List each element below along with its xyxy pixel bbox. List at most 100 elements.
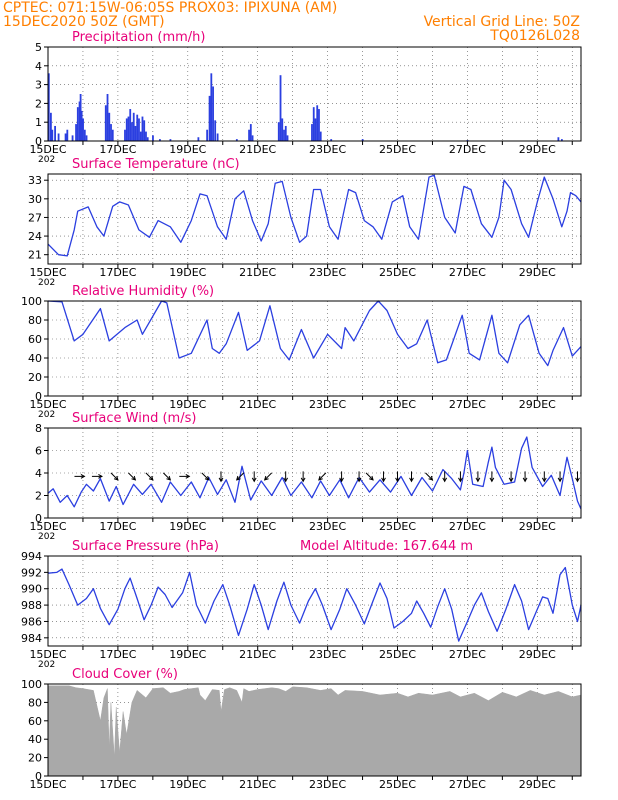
surface-wind-x-tick-label: 25DEC [379,520,416,533]
surface-wind-x-tick-label: 27DEC [449,520,486,533]
relative-humidity-x-tick-label: 29DEC [519,398,556,411]
surface-temperature-line [47,174,582,257]
precipitation-x-tick-label: 25DEC [379,143,416,156]
surface-temperature-x-tick-label: 23DEC [309,266,346,279]
relative-humidity-x-tick-label: 19DEC [169,398,206,411]
precip-bar [83,129,86,141]
precipitation-y-tick-label: 3 [35,79,42,92]
cloud-cover-x-tick-label: 19DEC [169,778,206,791]
precip-bar [361,139,364,141]
precip-bar [110,124,112,141]
surface-pressure-x-tick-label: 19DEC [169,648,206,661]
surface-wind-year-label: 202 [38,532,55,542]
surface-wind-y-tick-label: 4 [35,467,42,480]
surface-pressure-plot-area [48,556,581,646]
precipitation-x-tick-label: 17DEC [99,143,136,156]
precip-bar [318,109,320,141]
precip-bar [284,125,287,141]
cloud-cover-x-tick-label: 23DEC [309,778,346,791]
precip-bar [132,112,135,141]
surface-temperature-y-tick-label: 30 [28,193,42,206]
surface-temperature-y-tick-label: 21 [28,249,42,262]
precip-bar [136,114,139,141]
relative-humidity-x-tick-label: 15DEC [29,398,66,411]
chart-header: CPTEC: 071:15W-06:05S PROX03: IPIXUNA (A… [0,0,618,46]
surface-wind-x-tick-label: 21DEC [239,520,276,533]
precip-bar [311,124,313,141]
wind-arrow-head [369,475,374,481]
precip-bar [277,122,280,141]
wind-arrow-head [235,475,241,481]
surface-pressure-year-label: 202 [38,660,55,670]
surface-wind-x-tick-label: 29DEC [519,520,556,533]
precip-bar [283,129,285,141]
wind-arrow-head [318,475,323,481]
precip-bar [316,105,319,141]
model-id: TQ0126L028 [490,28,580,44]
precip-bar [139,131,142,141]
surface-temperature-x-tick-label: 17DEC [99,266,136,279]
surface-pressure-y-tick-label: 984 [21,632,42,645]
precipitation-x-tick-label: 23DEC [309,143,346,156]
surface-wind-x-tick-label: 15DEC [29,520,66,533]
wind-arrow-head [522,477,528,483]
relative-humidity-x-tick-label: 21DEC [239,398,276,411]
wind-arrow-head [489,477,495,483]
wind-arrow-shaft [128,472,136,481]
relative-humidity-y-tick-label: 100 [21,295,42,308]
precip-bar [64,133,67,141]
surface-pressure-y-tick-label: 992 [21,566,42,579]
precip-bar [47,73,50,141]
station-info: CPTEC: 071:15W-06:05S PROX03: IPIXUNA (A… [3,0,338,16]
surface-wind-x-tick-label: 19DEC [169,520,206,533]
precipitation-y-tick-label: 5 [35,41,42,54]
wind-arrow-head [557,477,563,483]
relative-humidity-plot-area [48,301,581,396]
surface-pressure-x-tick-label: 17DEC [99,648,136,661]
precipitation-frame [47,46,582,142]
surface-wind-x-tick-label: 17DEC [99,520,136,533]
precip-bar [125,118,128,141]
precip-bar [279,75,282,141]
wind-arrow-head [428,475,434,481]
precip-bar [79,94,82,141]
precip-bar [54,125,56,141]
precip-bar [143,120,146,141]
wind-arrow-head [395,477,400,483]
precipitation-x-tick-label: 27DEC [449,143,486,156]
precip-bar [281,118,284,141]
wind-arrow-shaft [201,472,210,481]
wind-arrow-head [251,477,257,483]
precip-bar [75,124,77,141]
relative-humidity-y-tick-label: 60 [28,333,42,346]
wind-arrow-shaft [145,472,154,481]
precip-bar [111,129,114,141]
wind-arrow-head [508,477,514,483]
relative-humidity-y-tick-label: 40 [28,352,42,365]
surface-temperature-frame [47,173,582,265]
precip-bar [104,105,107,141]
surface-pressure-x-tick-label: 21DEC [239,648,276,661]
relative-humidity-title: Relative Humidity (%) [72,284,214,299]
surface-temperature-y-tick-label: 33 [28,174,42,187]
cloud-cover-y-tick-label: 40 [28,733,42,746]
cloud-cover-y-tick-label: 80 [28,696,42,709]
precip-bar [286,135,289,141]
wind-arrow-head [148,475,154,481]
wind-arrow-shaft [162,472,171,481]
precipitation-x-tick-label: 19DEC [169,143,206,156]
wind-arrow-shaft [365,472,374,481]
relative-humidity-x-tick-label: 25DEC [379,398,416,411]
wind-arrow-head [356,477,362,483]
surface-temperature-x-tick-label: 29DEC [519,266,556,279]
precipitation-y-tick-label: 4 [35,60,42,73]
surface-pressure-y-tick-label: 988 [21,599,42,612]
wind-arrow-head [300,477,306,483]
wind-arrow-head [381,477,386,483]
precipitation-x-tick-label: 29DEC [519,143,556,156]
cloud-cover-x-tick-label: 17DEC [99,778,136,791]
wind-arrow-head [339,477,344,483]
surface-pressure-x-tick-label: 27DEC [449,648,486,661]
surface-pressure-title: Surface Pressure (hPa) [72,539,219,554]
wind-arrow-head [283,477,289,483]
